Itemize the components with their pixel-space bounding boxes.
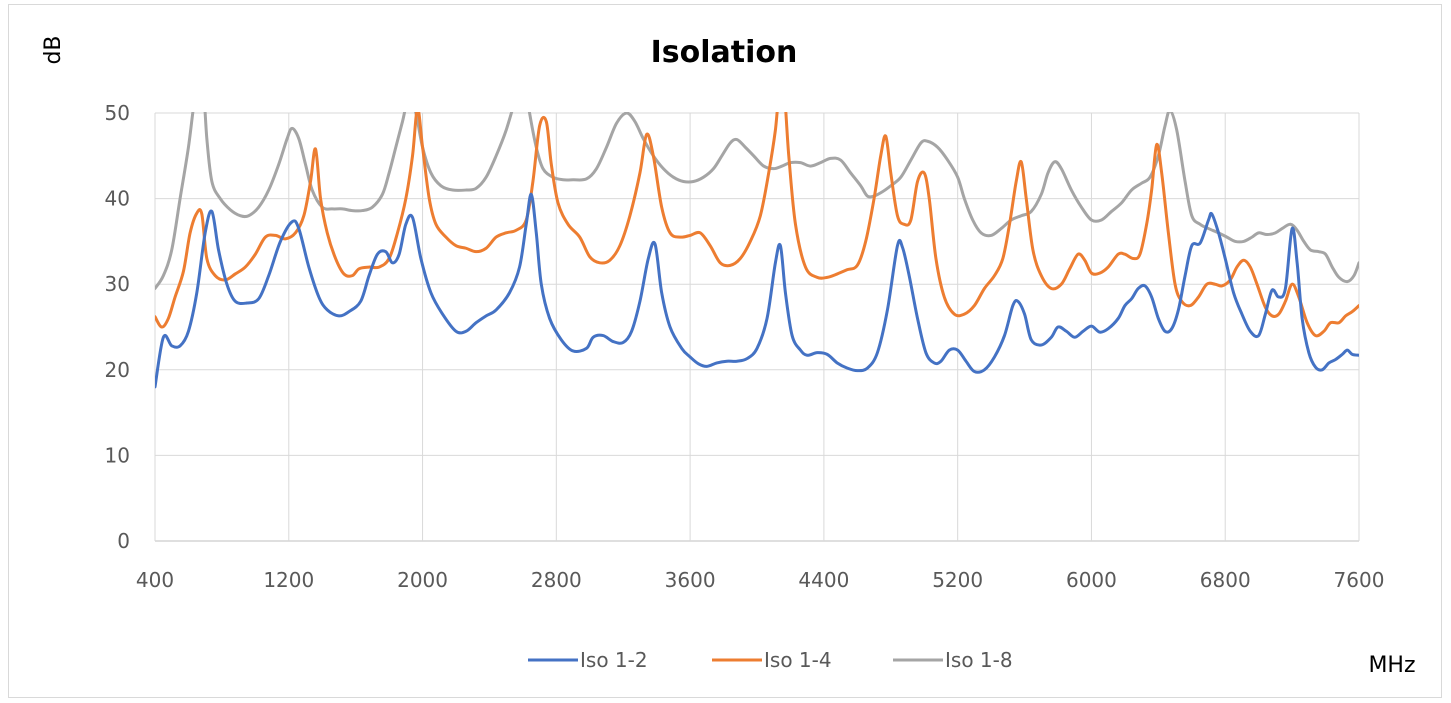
y-tick-label: 10 xyxy=(105,443,130,467)
x-tick-label: 3600 xyxy=(665,568,716,592)
legend: Iso 1-2 Iso 1-4 Iso 1-8 xyxy=(528,648,1013,672)
series-layer xyxy=(155,112,1359,389)
legend-label: Iso 1-8 xyxy=(945,648,1013,672)
y-tick-label: 20 xyxy=(105,358,130,382)
legend-item-iso-1-8: Iso 1-8 xyxy=(893,648,1013,672)
series-line-iso-1-4 xyxy=(155,112,1359,338)
x-tick-label: 4400 xyxy=(798,568,849,592)
series-line-iso-1-2 xyxy=(155,192,1359,389)
legend-item-iso-1-4: Iso 1-4 xyxy=(712,648,832,672)
gridlines xyxy=(154,112,1360,542)
x-tick-label: 5200 xyxy=(932,568,983,592)
x-axis-label: MHz xyxy=(1368,653,1415,678)
y-tick-label: 0 xyxy=(117,529,130,553)
x-tick-label: 2000 xyxy=(397,568,448,592)
y-axis-ticks: 0 10 20 30 40 50 xyxy=(105,101,130,553)
x-tick-label: 7600 xyxy=(1334,568,1385,592)
legend-label: Iso 1-2 xyxy=(580,648,648,672)
x-tick-label: 6800 xyxy=(1200,568,1251,592)
y-tick-label: 30 xyxy=(105,272,130,296)
chart-area xyxy=(8,4,1442,698)
legend-label: Iso 1-4 xyxy=(764,648,832,672)
chart-title: Isolation xyxy=(651,35,798,70)
x-tick-label: 2800 xyxy=(531,568,582,592)
y-axis-label: dB xyxy=(41,35,66,64)
x-tick-label: 6000 xyxy=(1066,568,1117,592)
legend-item-iso-1-2: Iso 1-2 xyxy=(528,648,648,672)
x-tick-label: 400 xyxy=(136,568,174,592)
y-tick-label: 50 xyxy=(105,101,130,125)
x-tick-label: 1200 xyxy=(263,568,314,592)
x-axis-ticks: 400 1200 2000 2800 3600 4400 5200 6000 6800 7600 xyxy=(136,568,1385,592)
y-tick-label: 40 xyxy=(105,187,130,211)
